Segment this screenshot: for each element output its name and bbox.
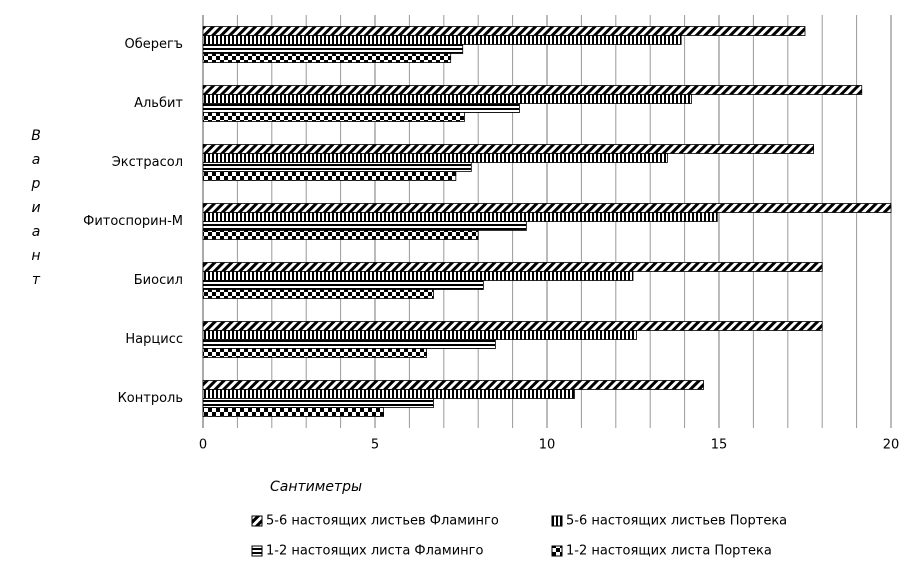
legend-label: 1-2 настоящих листа Портека: [566, 544, 772, 559]
bar: [202, 262, 823, 272]
bar: [202, 26, 806, 36]
bar: [202, 153, 668, 163]
legend-swatch: [551, 545, 563, 557]
bar: [202, 289, 434, 299]
y-tick-label: Биосил: [134, 273, 183, 288]
bar: [202, 380, 704, 390]
bar: [202, 221, 527, 231]
bar: [202, 398, 434, 408]
legend-label: 5-6 настоящих листьев Фламинго: [266, 514, 499, 529]
x-tick-label: 5: [371, 438, 379, 453]
bar: [202, 280, 484, 290]
x-tick-label: 20: [883, 438, 900, 453]
bar: [202, 330, 637, 340]
bar: [202, 212, 718, 222]
y-axis-label: Вариант: [28, 128, 44, 296]
y-tick-label: Альбит: [134, 96, 183, 111]
bar: [202, 53, 452, 63]
x-tick-label: 15: [711, 438, 728, 453]
bar: [202, 144, 814, 154]
bar: [202, 112, 465, 122]
x-tick-label: 10: [539, 438, 556, 453]
y-tick-label: Нарцисс: [125, 332, 183, 347]
bar: [202, 321, 823, 331]
y-tick-label: Контроль: [118, 391, 183, 406]
bar: [202, 203, 892, 213]
x-axis-label: Сантиметры: [270, 479, 362, 495]
bar: [202, 230, 479, 240]
bar: [202, 348, 428, 358]
legend-label: 1-2 настоящих листа Фламинго: [266, 544, 483, 559]
bar: [202, 44, 464, 54]
y-tick-label: Фитоспорин-М: [83, 214, 183, 229]
legend-swatch: [251, 545, 263, 557]
y-tick-label: Оберегъ: [124, 37, 183, 52]
bar: [202, 103, 520, 113]
bar: [202, 271, 634, 281]
bar: [202, 339, 496, 349]
bar: [202, 171, 457, 181]
legend-label: 5-6 настоящих листьев Портека: [566, 514, 787, 529]
bar: [202, 85, 863, 95]
y-tick-label: Экстрасол: [112, 155, 183, 170]
x-tick-label: 0: [199, 438, 207, 453]
legend-swatch: [551, 515, 563, 527]
bar: [202, 389, 575, 399]
legend-swatch: [251, 515, 263, 527]
bar: [202, 35, 682, 45]
bar: [202, 94, 692, 104]
bar: [202, 407, 385, 417]
bar: [202, 162, 472, 172]
